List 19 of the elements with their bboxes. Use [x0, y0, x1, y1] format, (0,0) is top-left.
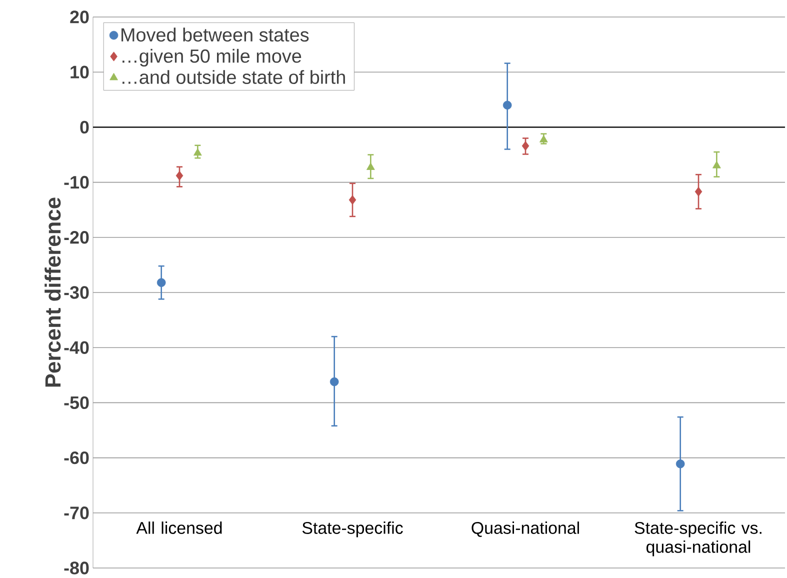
legend-label: Moved between states: [122, 28, 309, 42]
x-tick-label: State-specific vs. quasi-national: [634, 522, 762, 556]
y-tick-label: -10: [64, 176, 89, 189]
x-tick-label: All licensed: [136, 522, 222, 534]
x-tick-label: Quasi-national: [472, 522, 579, 537]
y-tick-label: -40: [64, 341, 89, 354]
y-axis-title: Percent difference: [44, 198, 61, 387]
legend-label: …given 50 mile move: [122, 48, 302, 67]
y-tick-label: -60: [64, 451, 89, 464]
y-tick-label: -20: [64, 231, 89, 244]
y-tick-label: 20: [70, 10, 89, 24]
legend-label: …and outside state of birth: [122, 70, 345, 84]
y-tick-label: -80: [64, 562, 89, 574]
y-tick-label: 10: [70, 66, 89, 78]
y-tick-label: 0: [80, 120, 89, 134]
y-tick-label: -30: [64, 286, 89, 299]
x-tick-label: State-specific: [302, 522, 403, 538]
y-tick-label: -50: [64, 396, 89, 410]
y-tick-label: -70: [64, 506, 89, 520]
